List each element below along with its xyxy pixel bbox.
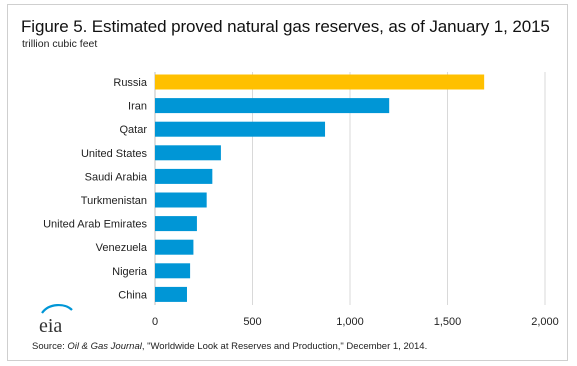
source-rest: , "Worldwide Look at Reserves and Produc… [141,341,428,352]
x-tick-label: 1,500 [434,316,462,328]
logo-text: eia [39,315,62,336]
bar-russia [155,74,485,90]
bar-nigeria [155,263,191,279]
category-label: Turkmenistan [81,195,147,207]
x-tick-label: 500 [243,316,261,328]
chart-title: Figure 5. Estimated proved natural gas r… [21,17,550,36]
category-label: Venezuela [96,242,148,254]
category-label: United Arab Emirates [43,219,147,231]
source-journal: Oil & Gas Journal [67,341,142,352]
category-label: Qatar [119,124,147,136]
source-prefix: Source: [32,341,68,352]
category-label: Nigeria [112,266,148,278]
logo-swoosh [41,304,73,314]
x-tick-labels: 0 500 1,000 1,500 2,000 [152,316,559,328]
category-label: China [118,289,148,301]
category-labels: Russia Iran Qatar United States Saudi Arabia… [43,77,148,301]
source-note: Source: Oil & Gas Journal, "Worldwide Lo… [32,341,427,352]
bar-turkmenistan [155,192,207,208]
bar-iran [155,98,390,114]
bars [155,74,485,302]
eia-logo: eia [39,304,73,336]
bar-saudi-arabia [155,168,213,184]
bar-united-arab-emirates [155,216,197,232]
x-tick-label: 1,000 [336,316,364,328]
chart-subtitle: trillion cubic feet [22,38,98,50]
bar-united-states [155,145,221,161]
bar-qatar [155,121,326,137]
x-tick-label: 2,000 [531,316,559,328]
bar-china [155,286,187,302]
category-label: Iran [128,101,147,113]
category-label: Russia [113,77,148,89]
chart-frame [7,4,568,361]
category-label: Saudi Arabia [85,171,148,183]
x-tick-label: 0 [152,316,158,328]
bar-venezuela [155,239,194,255]
category-label: United States [81,148,148,160]
